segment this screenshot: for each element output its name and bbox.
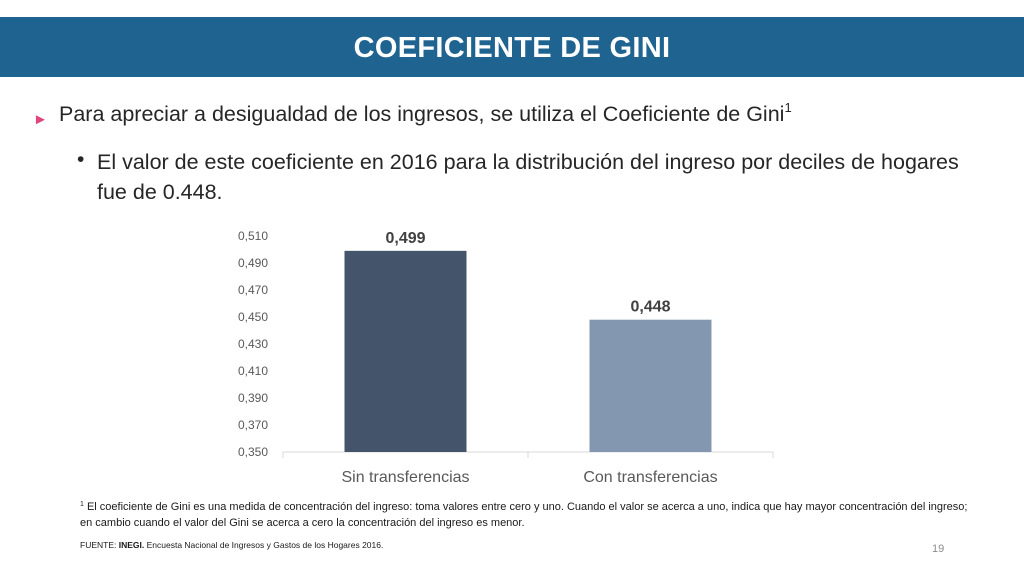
bullet-1-text: Para apreciar a desigualdad de los ingre… [59,102,785,126]
x-category-label: Sin transferencias [341,469,469,486]
page-number: 19 [932,543,945,555]
source-org: INEGI. [118,540,145,550]
slide-title: COEFICIENTE DE GINI [353,32,671,64]
title-bar [0,17,1024,77]
y-tick-label: 0,370 [238,418,268,432]
bullet-arrow-icon: ► [33,111,48,128]
y-tick-label: 0,470 [238,283,268,297]
source-text: Encuesta Nacional de Ingresos y Gastos d… [144,540,384,550]
footnote-text: El coeficiente de Gini es una medida de … [80,501,968,529]
source-note: FUENTE: INEGI. Encuesta Nacional de Ingr… [80,540,383,550]
data-label: 0,448 [630,299,670,316]
bar-con-transferencias [589,319,712,452]
sub-bullet-text: El valor de este coeficiente en 2016 par… [97,150,959,204]
y-tick-label: 0,490 [238,256,268,270]
bullet-1-footnote-ref: 1 [784,100,792,115]
y-tick-label: 0,450 [238,310,268,324]
bar-sin-transferencias [344,250,467,452]
source-label: FUENTE: [80,540,119,550]
footnote: 1 El coeficiente de Gini es una medida d… [80,499,970,531]
y-tick-label: 0,510 [238,229,268,243]
data-label: 0,499 [385,230,425,247]
y-tick-label: 0,350 [238,445,268,459]
y-tick-label: 0,430 [238,337,268,351]
footnote-marker: 1 [80,501,84,508]
y-tick-label: 0,410 [238,364,268,378]
y-tick-label: 0,390 [238,391,268,405]
bullet-1: Para apreciar a desigualdad de los ingre… [59,100,792,127]
x-category-label: Con transferencias [583,469,717,486]
sub-bullet-dot: • [77,148,85,171]
